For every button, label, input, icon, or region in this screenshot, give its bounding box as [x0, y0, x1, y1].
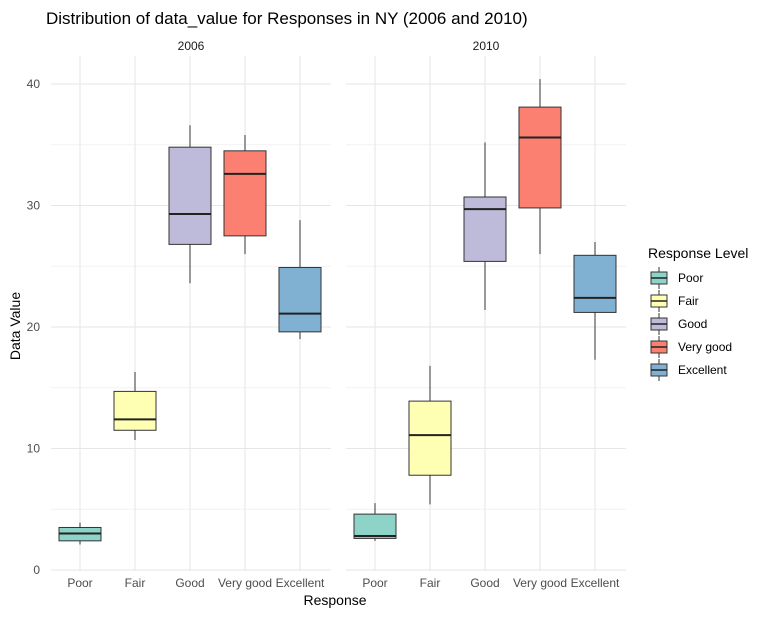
legend-label: Fair — [678, 294, 699, 308]
panel-2010: 2010 Poor Fair Good Very good Excellent — [346, 39, 626, 590]
x-tick-label: Fair — [420, 576, 441, 590]
x-tick-label: Poor — [67, 576, 92, 590]
panel-label: 2010 — [473, 39, 500, 53]
legend-title: Response Level — [648, 245, 748, 261]
box-excellent — [278, 220, 322, 340]
panels-layer: 2006 0 10 20 30 40 Poor Fair Good Very good Excell… — [27, 39, 626, 590]
x-tick-label: Very good — [218, 576, 272, 590]
panel-2006: 2006 0 10 20 30 40 Poor Fair Good Very good Excell… — [27, 39, 331, 590]
iqr-box — [278, 266, 322, 333]
x-tick-label: Excellent — [571, 576, 620, 590]
legend-item-fair: Fair — [650, 290, 699, 312]
legend-label: Excellent — [678, 363, 727, 377]
legend-item-good: Good — [650, 313, 707, 335]
x-tick-label: Poor — [362, 576, 387, 590]
y-tick-label: 20 — [27, 320, 41, 334]
y-tick-label: 40 — [27, 77, 41, 91]
box-poor — [353, 503, 397, 541]
legend: Poor Fair Good Very good Excellent — [650, 267, 732, 381]
x-tick-label: Good — [470, 576, 499, 590]
y-tick-label: 0 — [33, 563, 40, 577]
x-axis-title: Response — [303, 592, 366, 608]
iqr-box — [518, 106, 562, 209]
box-good — [168, 125, 212, 284]
legend-item-very-good: Very good — [650, 336, 732, 358]
legend-item-poor: Poor — [650, 267, 703, 289]
iqr-box — [463, 196, 507, 262]
y-tick-label: 10 — [27, 442, 41, 456]
legend-label: Good — [678, 317, 707, 331]
box-fair — [408, 365, 452, 505]
iqr-box — [573, 254, 617, 313]
iqr-box — [408, 400, 452, 476]
chart-title: Distribution of data_value for Responses… — [46, 9, 528, 28]
x-tick-label: Very good — [513, 576, 567, 590]
box-very-good — [518, 79, 562, 255]
box-excellent — [573, 241, 617, 360]
iqr-box — [223, 150, 267, 237]
legend-label: Very good — [678, 340, 732, 354]
iqr-box — [168, 146, 212, 245]
legend-item-excellent: Excellent — [650, 359, 727, 381]
x-tick-label: Excellent — [276, 576, 325, 590]
panel-label: 2006 — [178, 39, 205, 53]
box-very-good — [223, 135, 267, 255]
box-good — [463, 142, 507, 310]
box-fair — [113, 371, 157, 440]
x-tick-label: Good — [175, 576, 204, 590]
y-tick-label: 30 — [27, 199, 41, 213]
box-poor — [58, 522, 102, 545]
legend-label: Poor — [678, 271, 703, 285]
iqr-box — [113, 390, 157, 431]
x-tick-label: Fair — [125, 576, 146, 590]
y-axis-title: Data Value — [7, 292, 23, 360]
iqr-box — [353, 513, 397, 539]
